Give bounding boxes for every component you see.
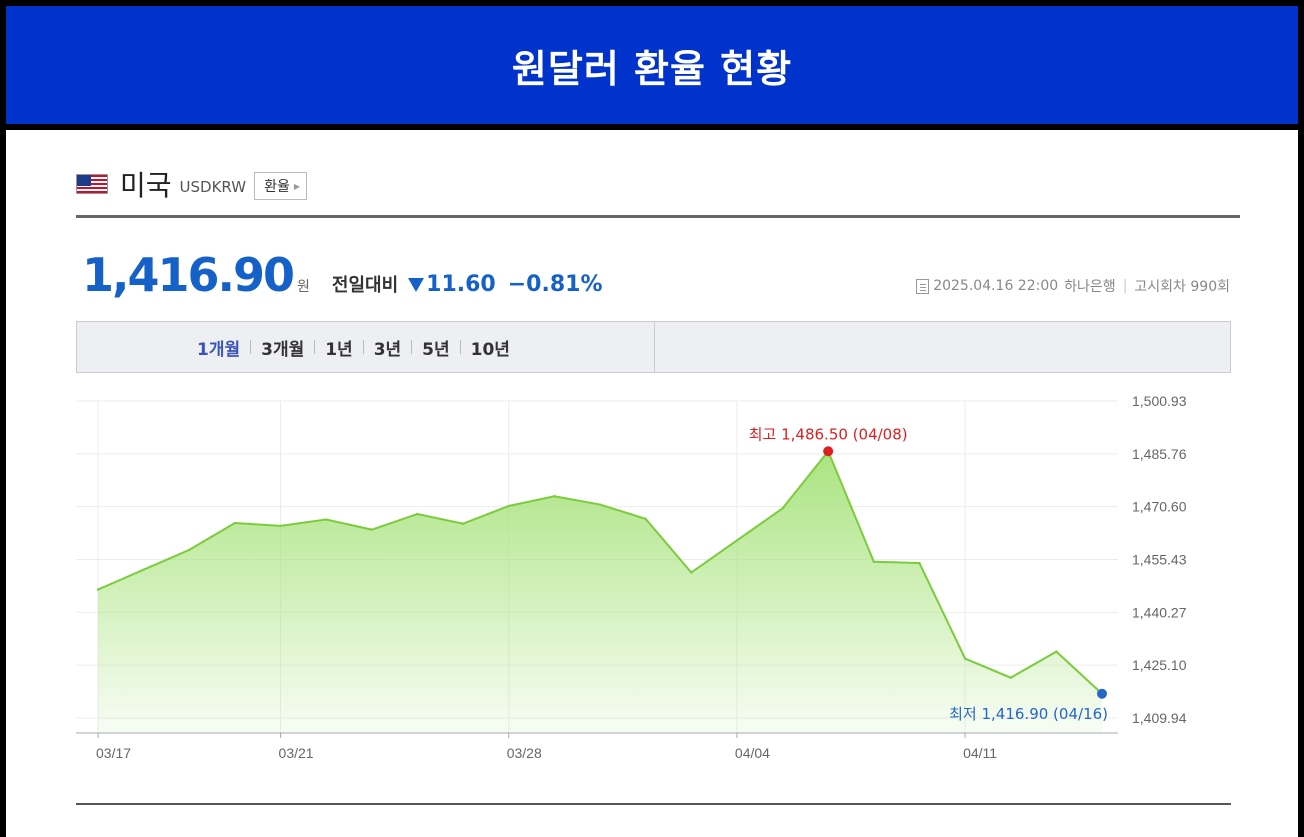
tab-separator bbox=[250, 340, 252, 354]
y-tick-label: 1,500.93 bbox=[1132, 393, 1187, 409]
data-point bbox=[963, 657, 967, 660]
chevron-right-icon: ▶ bbox=[293, 181, 300, 191]
max-annotation-label: 최고 1,486.50 (04/08) bbox=[749, 425, 908, 443]
y-tick-label: 1,440.27 bbox=[1132, 604, 1187, 620]
current-price: 1,416.90 bbox=[82, 248, 295, 302]
data-point bbox=[279, 524, 282, 528]
tab-3-years[interactable]: 3년 bbox=[373, 339, 402, 360]
content: 미국 USDKRW 환율 ▶ 1,416.90 원 전일대비 11.60 −0.… bbox=[6, 136, 1298, 837]
min-annotation-label: 최저 1,416.90 (04/16) bbox=[949, 705, 1108, 723]
data-point bbox=[1055, 650, 1058, 653]
down-triangle-icon bbox=[408, 278, 425, 292]
x-tick-label: 03/21 bbox=[279, 745, 314, 761]
series-area bbox=[98, 451, 1102, 733]
y-tick-label: 1,409.94 bbox=[1132, 710, 1187, 726]
tab-10-years[interactable]: 10년 bbox=[470, 339, 510, 360]
data-point bbox=[233, 521, 237, 525]
fx-button[interactable]: 환율 ▶ bbox=[254, 172, 307, 200]
country-name: 미국 bbox=[120, 169, 172, 202]
quote-bank: 하나은행 bbox=[1064, 279, 1116, 295]
tab-5-years[interactable]: 5년 bbox=[422, 339, 450, 360]
data-point bbox=[918, 561, 921, 565]
x-tick-label: 03/28 bbox=[507, 745, 542, 761]
bottom-divider bbox=[76, 803, 1231, 805]
data-point bbox=[781, 507, 784, 510]
data-point bbox=[324, 518, 328, 521]
tab-separator bbox=[459, 340, 461, 354]
max-point-marker bbox=[823, 446, 834, 457]
x-tick-label: 04/04 bbox=[735, 745, 770, 761]
y-tick-label: 1,470.60 bbox=[1132, 499, 1187, 515]
currency-header: 미국 USDKRW 환율 ▶ bbox=[76, 164, 307, 204]
y-tick-label: 1,455.43 bbox=[1132, 552, 1187, 568]
price-unit: 원 bbox=[297, 279, 310, 295]
quote-datetime: 2025.04.16 22:00 bbox=[933, 278, 1059, 294]
exchange-rate-chart: 1,500.93 1,485.76 1,470.60 1,455.43 1,440.27… bbox=[76, 393, 1187, 761]
banner: 원달러 환율 현황 bbox=[6, 6, 1298, 130]
data-point bbox=[416, 512, 419, 516]
meta-separator: | bbox=[1122, 278, 1128, 294]
period-tabs: 1개월 3개월 1년 3년 5년 10년 bbox=[187, 322, 520, 372]
change-value: 11.60 bbox=[426, 272, 496, 297]
data-point bbox=[142, 568, 145, 571]
document-icon bbox=[916, 278, 930, 294]
tab-1-year[interactable]: 1년 bbox=[325, 339, 353, 360]
x-tick-label: 04/11 bbox=[963, 745, 997, 761]
top-divider bbox=[76, 215, 1240, 218]
tabbar-divider bbox=[654, 322, 655, 372]
data-point bbox=[96, 588, 100, 591]
y-tick-label: 1,485.76 bbox=[1132, 446, 1187, 462]
tab-separator bbox=[362, 340, 364, 354]
data-point bbox=[461, 522, 465, 525]
y-tick-label: 1,425.10 bbox=[1132, 657, 1187, 673]
data-point bbox=[690, 571, 693, 574]
data-point bbox=[370, 528, 374, 531]
tab-separator bbox=[314, 340, 316, 354]
fx-button-label: 환율 bbox=[264, 179, 290, 195]
tab-separator bbox=[411, 340, 413, 354]
us-flag-icon bbox=[76, 174, 108, 194]
quote-row: 1,416.90 원 전일대비 11.60 −0.81% bbox=[82, 248, 603, 302]
data-point bbox=[1009, 676, 1012, 679]
quote-meta: 2025.04.16 22:00 하나은행 | 고시회차 990회 bbox=[916, 276, 1230, 296]
data-point bbox=[507, 504, 510, 508]
x-tick-label: 03/17 bbox=[96, 745, 131, 761]
banner-title: 원달러 환율 현황 bbox=[511, 46, 793, 91]
tab-3-months[interactable]: 3개월 bbox=[261, 339, 305, 360]
tab-1-month[interactable]: 1개월 bbox=[197, 339, 241, 360]
change-percent: −0.81% bbox=[507, 272, 603, 297]
data-point bbox=[644, 517, 647, 521]
quote-notice: 고시회차 990회 bbox=[1134, 279, 1230, 295]
data-point bbox=[553, 495, 556, 498]
data-point bbox=[188, 548, 191, 552]
currency-code: USDKRW bbox=[179, 178, 247, 196]
min-point-marker bbox=[1097, 688, 1107, 699]
data-point bbox=[872, 560, 876, 563]
data-point bbox=[598, 503, 602, 506]
data-point bbox=[735, 539, 739, 542]
period-tabbar: 1개월 3개월 1년 3년 5년 10년 bbox=[76, 321, 1231, 373]
compare-label: 전일대비 bbox=[331, 275, 399, 296]
